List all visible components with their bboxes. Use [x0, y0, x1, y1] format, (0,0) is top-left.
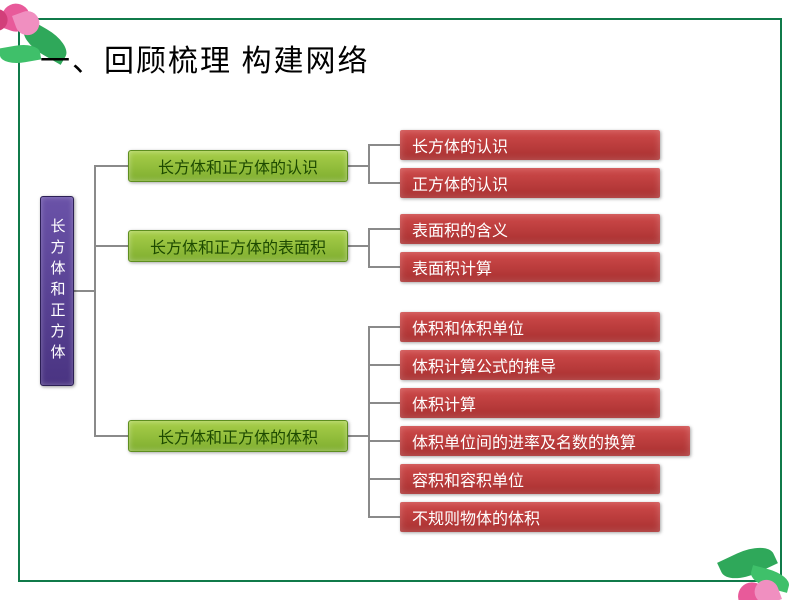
mid-label-0: 长方体和正方体的认识	[158, 154, 318, 178]
leaf-label-3: 表面积计算	[412, 255, 492, 279]
connector-13	[348, 435, 368, 437]
leaf-label-5: 体积计算公式的推导	[412, 353, 556, 377]
connector-15	[368, 326, 400, 328]
mid-node-0: 长方体和正方体的认识	[128, 150, 348, 182]
mid-node-2: 长方体和正方体的体积	[128, 420, 348, 452]
mid-label-2: 长方体和正方体的体积	[158, 424, 318, 448]
connector-18	[368, 440, 400, 442]
connector-4	[94, 435, 128, 437]
connector-7	[368, 144, 400, 146]
connector-11	[368, 228, 400, 230]
connector-16	[368, 364, 400, 366]
connector-3	[94, 245, 128, 247]
leaf-node-9: 不规则物体的体积	[400, 502, 660, 532]
connector-8	[368, 182, 400, 184]
connector-2	[94, 165, 128, 167]
leaf-node-2: 表面积的含义	[400, 214, 660, 244]
connector-19	[368, 478, 400, 480]
leaf-label-8: 容积和容积单位	[412, 467, 524, 491]
mid-label-1: 长方体和正方体的表面积	[150, 234, 326, 258]
leaf-label-2: 表面积的含义	[412, 217, 508, 241]
connector-14	[368, 326, 370, 518]
connector-9	[348, 245, 368, 247]
slide: 一、回顾梳理 构建网络 长方体和正方体 长方体和正方体的认识长方体和正方体的表面…	[0, 0, 800, 600]
page-title: 一、回顾梳理 构建网络	[40, 36, 370, 80]
leaf-label-6: 体积计算	[412, 391, 476, 415]
leaf-label-0: 长方体的认识	[412, 133, 508, 157]
leaf-label-9: 不规则物体的体积	[412, 505, 540, 529]
connector-1	[94, 165, 96, 437]
leaf-node-4: 体积和体积单位	[400, 312, 660, 342]
leaf-label-4: 体积和体积单位	[412, 315, 524, 339]
connector-17	[368, 402, 400, 404]
connector-5	[348, 165, 368, 167]
connector-0	[74, 290, 94, 292]
leaf-label-1: 正方体的认识	[412, 171, 508, 195]
leaf-node-0: 长方体的认识	[400, 130, 660, 160]
leaf-node-1: 正方体的认识	[400, 168, 660, 198]
connector-6	[368, 144, 370, 184]
connector-20	[368, 516, 400, 518]
connector-12	[368, 266, 400, 268]
root-label: 长方体和正方体	[47, 218, 68, 365]
leaf-node-5: 体积计算公式的推导	[400, 350, 660, 380]
leaf-node-6: 体积计算	[400, 388, 660, 418]
leaf-node-7: 体积单位间的进率及名数的换算	[400, 426, 690, 456]
mid-node-1: 长方体和正方体的表面积	[128, 230, 348, 262]
leaf-node-8: 容积和容积单位	[400, 464, 660, 494]
root-node: 长方体和正方体	[40, 196, 74, 386]
frame	[18, 18, 782, 582]
leaf-label-7: 体积单位间的进率及名数的换算	[412, 429, 636, 453]
leaf-node-3: 表面积计算	[400, 252, 660, 282]
connector-10	[368, 228, 370, 268]
